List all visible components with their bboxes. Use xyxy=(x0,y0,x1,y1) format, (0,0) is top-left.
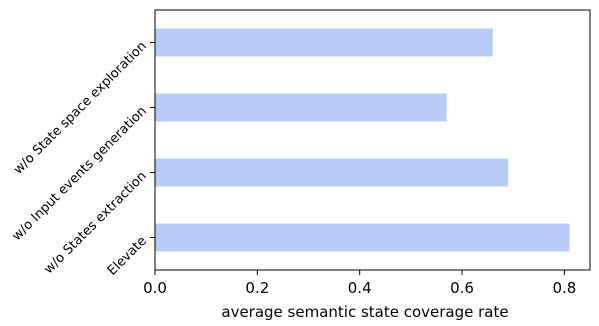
x-tick-label-2: 0.4 xyxy=(348,279,372,297)
plot-frame xyxy=(154,9,591,271)
x-tick-label-4: 0.8 xyxy=(552,279,576,297)
bar-3 xyxy=(155,28,493,57)
bar-0 xyxy=(155,223,570,252)
x-axis-title: average semantic state coverage rate xyxy=(221,303,508,321)
bars-layer xyxy=(155,28,570,252)
x-tick-label-1: 0.2 xyxy=(245,279,269,297)
y-tick-label-2: w/o Input events generation xyxy=(9,104,149,244)
axes-layer xyxy=(154,9,591,271)
bar-1 xyxy=(155,158,509,187)
y-tick-label-0: Elevate xyxy=(105,234,150,279)
x-tick-label-3: 0.6 xyxy=(450,279,474,297)
y-tick-label-3: w/o State space exploration xyxy=(11,39,150,178)
x-tick-label-0: 0.0 xyxy=(143,279,167,297)
bar-2 xyxy=(155,93,447,122)
